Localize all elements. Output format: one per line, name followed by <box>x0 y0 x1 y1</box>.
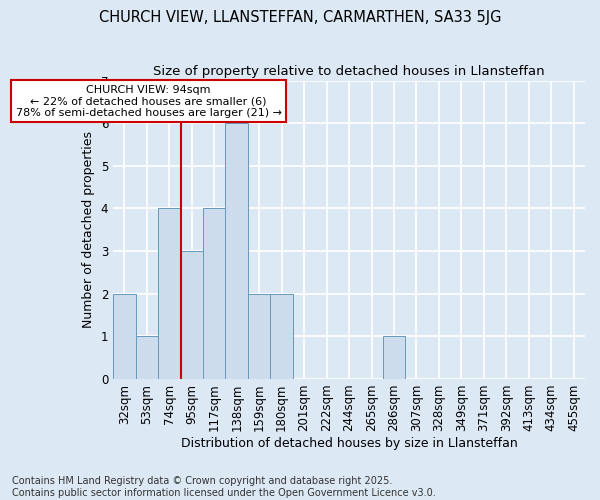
X-axis label: Distribution of detached houses by size in Llansteffan: Distribution of detached houses by size … <box>181 437 517 450</box>
Bar <box>181 251 203 379</box>
Text: Contains HM Land Registry data © Crown copyright and database right 2025.
Contai: Contains HM Land Registry data © Crown c… <box>12 476 436 498</box>
Bar <box>383 336 405 379</box>
Bar <box>271 294 293 379</box>
Bar <box>158 208 181 379</box>
Text: CHURCH VIEW, LLANSTEFFAN, CARMARTHEN, SA33 5JG: CHURCH VIEW, LLANSTEFFAN, CARMARTHEN, SA… <box>99 10 501 25</box>
Bar <box>136 336 158 379</box>
Y-axis label: Number of detached properties: Number of detached properties <box>82 132 95 328</box>
Bar <box>203 208 226 379</box>
Text: CHURCH VIEW: 94sqm
← 22% of detached houses are smaller (6)
78% of semi-detached: CHURCH VIEW: 94sqm ← 22% of detached hou… <box>16 85 281 118</box>
Bar <box>248 294 271 379</box>
Bar <box>226 123 248 379</box>
Title: Size of property relative to detached houses in Llansteffan: Size of property relative to detached ho… <box>153 65 545 78</box>
Bar <box>113 294 136 379</box>
